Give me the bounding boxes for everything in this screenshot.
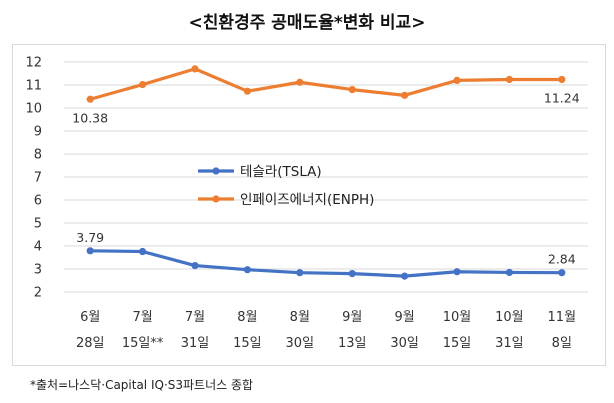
y-tick-label: 11 [25,79,42,94]
data-point [348,86,356,94]
x-tick-label-day: 13일 [338,336,367,351]
y-tick-label: 2 [34,286,42,301]
legend-label: 인페이즈에너지(ENPH) [240,192,374,208]
data-point [191,65,199,73]
data-point [191,261,199,270]
data-point [139,247,147,256]
data-point [243,87,251,95]
data-point [296,78,304,86]
data-point [558,269,566,277]
x-tick-label-day: 28일 [76,336,105,351]
y-tick-label: 9 [34,125,42,140]
x-tick-label-day: 15일** [122,336,164,351]
x-tick-label-month: 8월 [237,310,257,325]
x-tick-label-month: 10월 [443,310,472,325]
data-point [139,80,147,89]
data-label: 2.84 [548,252,576,267]
data-point [401,91,409,99]
x-tick-label-day: 15일 [443,336,472,351]
data-label: 10.38 [72,110,108,125]
x-tick-label-month: 9월 [394,310,414,325]
y-tick-label: 7 [34,171,42,186]
legend-label: 테슬라(TSLA) [240,164,322,180]
y-tick-label: 12 [25,56,42,71]
legend: 테슬라(TSLA) 인페이즈에너지(ENPH) [198,164,374,208]
y-tick-label: 6 [34,194,42,209]
source-note: *출처=나스닥·Capital IQ·S3파트너스 종합 [30,378,254,392]
data-point [453,268,461,276]
x-tick-label-month: 7월 [132,310,152,325]
data-point [86,247,94,255]
grid-lines [64,61,588,293]
data-point [401,272,409,280]
data-point [505,268,513,277]
legend-swatch-marker [212,167,220,175]
y-tick-label: 4 [34,240,42,255]
data-point [296,269,304,277]
x-tick-label-day: 30일 [286,336,315,351]
y-tick-label: 10 [25,102,42,117]
data-labels: 3.79 2.84 10.38 11.24 [72,90,579,266]
chart-frame [12,44,606,366]
y-tick-label: 5 [34,217,42,232]
x-tick-label-month: 10월 [495,310,524,325]
x-tick-label-day: 15일 [233,336,262,351]
data-point [243,266,251,274]
data-label: 11.24 [544,90,580,105]
data-point [453,76,461,84]
x-axis: 6월 28일 7월 15일** 7월 31일 8월 15일 8월 30일 9월 13일 9월 30일 10월… [76,310,576,351]
y-axis: 2 3 4 5 6 7 8 9 10 11 12 [25,56,42,301]
data-label: 3.79 [76,230,104,245]
x-tick-label-month: 8월 [290,310,310,325]
x-tick-label-day: 8일 [552,336,572,351]
data-point [558,75,566,84]
data-point [505,75,513,84]
x-tick-label-day: 31일 [181,336,210,351]
x-tick-label-month: 9월 [342,310,362,325]
x-tick-label-month: 11월 [548,310,577,325]
chart-title: <친환경주 공매도율*변화 비교> [188,13,426,33]
x-tick-label-day: 30일 [390,336,419,351]
series-line [88,249,564,278]
x-tick-label-month: 6월 [80,310,100,325]
series-line [88,67,564,101]
data-point [86,95,94,103]
legend-swatch-marker [212,195,220,203]
x-tick-label-day: 31일 [495,336,524,351]
series-lines [86,65,566,280]
y-tick-label: 3 [34,263,42,278]
y-tick-label: 8 [34,148,42,163]
x-tick-label-month: 7월 [185,310,205,325]
data-point [348,270,356,278]
